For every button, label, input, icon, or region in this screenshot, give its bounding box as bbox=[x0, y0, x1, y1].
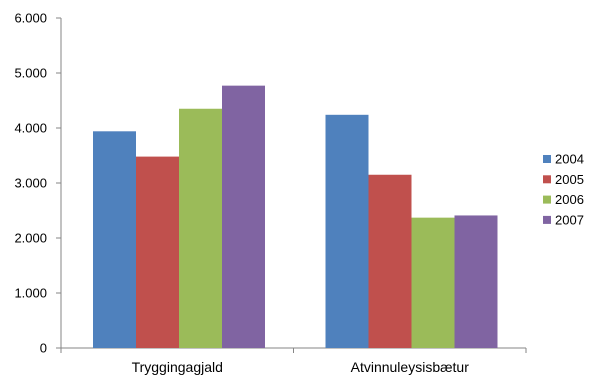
y-axis-ticks: 0 1.000 2.000 3.000 4.000 5.000 6.000 bbox=[14, 11, 61, 356]
legend-swatch bbox=[543, 195, 551, 204]
bar-2006-0 bbox=[179, 108, 222, 348]
x-category-label: Atvinnuleysisbætur bbox=[351, 359, 470, 375]
bar-2007-0 bbox=[222, 85, 265, 349]
legend: 2004 2005 2006 2007 bbox=[543, 152, 584, 227]
y-tick-label: 4.000 bbox=[14, 121, 47, 136]
y-tick-label: 1.000 bbox=[14, 286, 47, 301]
y-tick-label: 6.000 bbox=[14, 11, 47, 26]
y-tick-label: 3.000 bbox=[14, 176, 47, 191]
y-tick-label: 0 bbox=[40, 341, 47, 356]
legend-item-2004: 2004 bbox=[543, 152, 584, 167]
bar-2004-1 bbox=[325, 114, 369, 348]
legend-label: 2005 bbox=[555, 172, 584, 187]
legend-swatch bbox=[543, 215, 551, 224]
bar-2006-1 bbox=[411, 217, 455, 348]
legend-item-2006: 2006 bbox=[543, 192, 584, 207]
x-category-label: Tryggingagjald bbox=[132, 359, 223, 375]
x-axis-ticks bbox=[60, 348, 527, 353]
y-tick-label: 2.000 bbox=[14, 231, 47, 246]
legend-item-2007: 2007 bbox=[543, 212, 584, 227]
y-tick-label: 5.000 bbox=[14, 66, 47, 81]
bar-2004-0 bbox=[93, 131, 136, 348]
legend-item-2005: 2005 bbox=[543, 172, 584, 187]
category-labels: Tryggingagjald Atvinnuleysisbætur bbox=[132, 359, 470, 375]
plot-area: 0 1.000 2.000 3.000 4.000 5.000 6.000 Trygging… bbox=[14, 11, 527, 375]
legend-label: 2004 bbox=[555, 152, 584, 167]
bars bbox=[93, 85, 498, 349]
legend-label: 2007 bbox=[555, 212, 584, 227]
bar-2005-0 bbox=[136, 156, 179, 348]
legend-swatch bbox=[543, 155, 551, 163]
bar-2007-1 bbox=[454, 215, 498, 348]
bar-2005-1 bbox=[368, 174, 412, 348]
legend-label: 2006 bbox=[555, 192, 584, 207]
legend-swatch bbox=[543, 175, 551, 184]
